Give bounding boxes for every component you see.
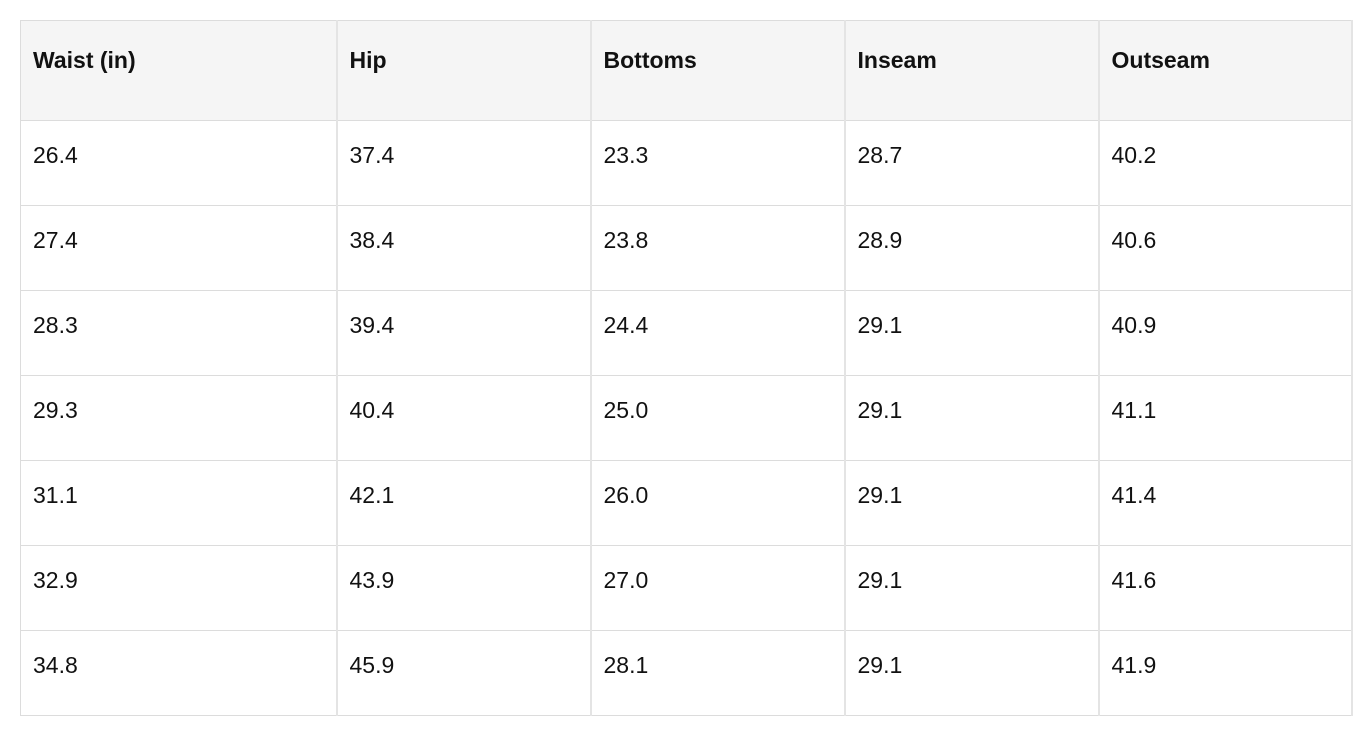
table-cell: 41.1 (1098, 375, 1353, 461)
table-cell: 40.9 (1098, 290, 1353, 376)
table-row: 26.4 37.4 23.3 28.7 40.2 (20, 120, 1353, 206)
table-cell: 45.9 (336, 630, 592, 716)
table-cell: 43.9 (336, 545, 592, 631)
table-cell: 26.0 (590, 460, 846, 546)
table-cell: 28.9 (844, 205, 1100, 291)
table-cell: 29.1 (844, 290, 1100, 376)
table-row: 28.3 39.4 24.4 29.1 40.9 (20, 290, 1353, 376)
table-cell: 37.4 (336, 120, 592, 206)
table-cell: 28.7 (844, 120, 1100, 206)
header-cell: Outseam (1098, 20, 1353, 121)
table-header: Waist (in) Hip Bottoms Inseam Outseam (20, 20, 1353, 121)
header-cell: Waist (in) (20, 20, 338, 121)
table-cell: 31.1 (20, 460, 338, 546)
table-row: 34.8 45.9 28.1 29.1 41.9 (20, 630, 1353, 716)
table-cell: 28.3 (20, 290, 338, 376)
table-cell: 26.4 (20, 120, 338, 206)
header-row: Waist (in) Hip Bottoms Inseam Outseam (20, 20, 1353, 121)
table-cell: 27.4 (20, 205, 338, 291)
table-body: 26.4 37.4 23.3 28.7 40.2 27.4 38.4 23.8 28.9 40.6… (20, 120, 1353, 716)
table-row: 29.3 40.4 25.0 29.1 41.1 (20, 375, 1353, 461)
table-cell: 41.4 (1098, 460, 1353, 546)
table-cell: 23.3 (590, 120, 846, 206)
size-table: Waist (in) Hip Bottoms Inseam Outseam 26.4 37… (20, 20, 1353, 716)
table-cell: 41.6 (1098, 545, 1353, 631)
table-row: 27.4 38.4 23.8 28.9 40.6 (20, 205, 1353, 291)
table-cell: 24.4 (590, 290, 846, 376)
table-cell: 40.2 (1098, 120, 1353, 206)
table-cell: 23.8 (590, 205, 846, 291)
table-cell: 29.1 (844, 375, 1100, 461)
table-cell: 41.9 (1098, 630, 1353, 716)
table-cell: 27.0 (590, 545, 846, 631)
table-cell: 38.4 (336, 205, 592, 291)
table-row: 32.9 43.9 27.0 29.1 41.6 (20, 545, 1353, 631)
table-cell: 34.8 (20, 630, 338, 716)
table-cell: 39.4 (336, 290, 592, 376)
header-cell: Hip (336, 20, 592, 121)
table-cell: 42.1 (336, 460, 592, 546)
header-cell: Inseam (844, 20, 1100, 121)
table-cell: 29.1 (844, 545, 1100, 631)
table-row: 31.1 42.1 26.0 29.1 41.4 (20, 460, 1353, 546)
table-cell: 40.4 (336, 375, 592, 461)
table-cell: 40.6 (1098, 205, 1353, 291)
table-cell: 32.9 (20, 545, 338, 631)
header-cell: Bottoms (590, 20, 846, 121)
table-cell: 29.3 (20, 375, 338, 461)
table-cell: 25.0 (590, 375, 846, 461)
table-cell: 28.1 (590, 630, 846, 716)
table-cell: 29.1 (844, 460, 1100, 546)
table-cell: 29.1 (844, 630, 1100, 716)
